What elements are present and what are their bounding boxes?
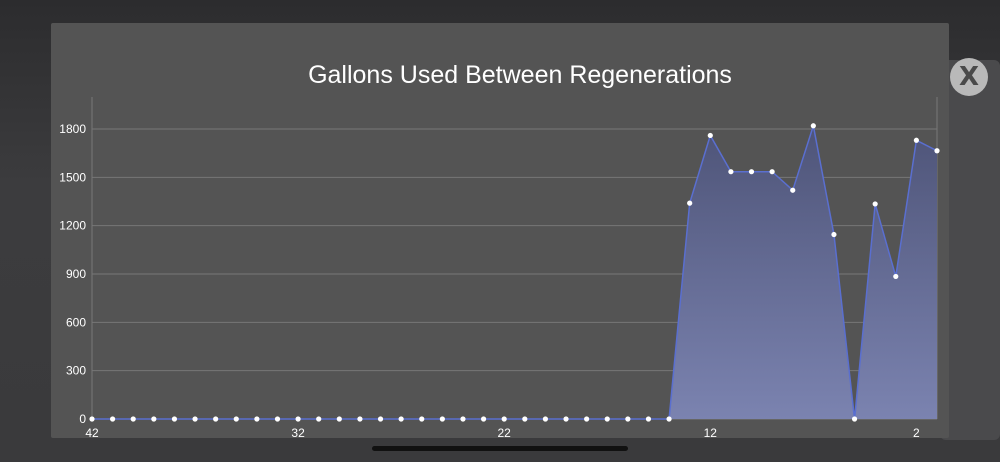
data-point [254, 416, 260, 422]
data-point [625, 416, 631, 422]
background-panel [940, 60, 1000, 440]
data-point [728, 169, 734, 175]
data-point [584, 416, 590, 422]
data-point [89, 416, 95, 422]
data-point [748, 169, 755, 175]
home-indicator [372, 446, 628, 451]
y-tick-label: 1500 [59, 170, 86, 184]
data-point [913, 137, 919, 143]
data-point [934, 148, 940, 154]
data-point [377, 416, 384, 422]
close-button[interactable]: X [950, 58, 988, 96]
data-point [501, 416, 507, 422]
data-point [707, 132, 713, 139]
y-tick-label: 600 [66, 315, 86, 329]
y-tick-label: 0 [79, 412, 86, 426]
data-point [213, 416, 219, 422]
x-tick-label: 22 [498, 426, 512, 440]
data-point [295, 416, 301, 422]
x-tick-label: 12 [704, 426, 718, 440]
data-point [872, 201, 878, 207]
data-point [419, 416, 425, 422]
data-point [151, 416, 157, 422]
data-point [831, 231, 837, 238]
data-point [171, 416, 178, 422]
data-point [687, 200, 693, 206]
data-point [769, 169, 775, 175]
x-tick-label: 42 [85, 426, 99, 440]
data-point [563, 416, 569, 422]
data-point [130, 416, 136, 422]
y-tick-label: 900 [66, 267, 86, 281]
data-point [398, 416, 404, 422]
y-tick-label: 300 [66, 364, 86, 378]
y-tick-label: 1200 [59, 219, 86, 233]
data-point [192, 416, 198, 422]
data-point [851, 416, 858, 422]
area-fill [92, 125, 937, 420]
x-tick-label: 2 [913, 426, 920, 440]
data-point [233, 416, 239, 422]
series-line [92, 125, 938, 420]
data-point [357, 416, 363, 422]
data-point [316, 416, 322, 422]
data-point [110, 416, 116, 422]
data-point [439, 416, 445, 422]
data-point [460, 416, 466, 422]
chart-title: Gallons Used Between Regenerations [308, 61, 732, 89]
data-point [810, 123, 816, 129]
data-point [336, 416, 342, 422]
data-point [645, 416, 652, 422]
data-point [274, 416, 281, 422]
data-point [604, 416, 610, 422]
data-point [542, 416, 549, 422]
x-tick-label: 32 [291, 426, 305, 440]
y-tick-label: 1800 [59, 122, 86, 136]
data-point [893, 273, 899, 280]
data-point [480, 416, 487, 422]
data-point [666, 416, 672, 422]
data-point [522, 416, 528, 422]
data-point [790, 187, 796, 193]
